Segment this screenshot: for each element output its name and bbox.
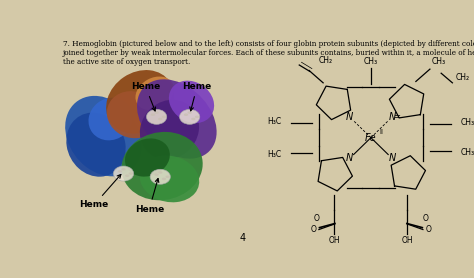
- Circle shape: [128, 172, 133, 175]
- Text: O: O: [313, 214, 319, 223]
- Ellipse shape: [137, 79, 217, 159]
- Text: N: N: [346, 153, 354, 163]
- Text: CH₂: CH₂: [319, 56, 333, 65]
- Ellipse shape: [140, 100, 199, 160]
- Circle shape: [191, 118, 196, 120]
- Ellipse shape: [150, 169, 170, 184]
- Text: 4: 4: [240, 233, 246, 243]
- Text: OH: OH: [328, 236, 340, 245]
- Circle shape: [155, 111, 159, 114]
- Ellipse shape: [146, 109, 167, 124]
- Ellipse shape: [106, 70, 174, 134]
- Text: Heme: Heme: [182, 82, 211, 111]
- Text: OH: OH: [401, 236, 413, 245]
- Circle shape: [158, 171, 163, 174]
- Text: N: N: [388, 112, 396, 122]
- Ellipse shape: [107, 91, 159, 138]
- Text: O: O: [426, 225, 431, 234]
- Ellipse shape: [125, 138, 170, 177]
- Text: N: N: [346, 112, 354, 122]
- Circle shape: [118, 170, 122, 173]
- Ellipse shape: [136, 76, 174, 110]
- Ellipse shape: [113, 166, 134, 181]
- Ellipse shape: [89, 98, 133, 140]
- Text: CH₃: CH₃: [461, 148, 474, 157]
- Circle shape: [121, 168, 126, 171]
- Text: CH₃: CH₃: [364, 57, 378, 66]
- Circle shape: [151, 113, 155, 116]
- Text: CH₃: CH₃: [431, 57, 446, 66]
- Text: H₃C: H₃C: [267, 150, 281, 159]
- Circle shape: [187, 111, 192, 114]
- Text: Heme: Heme: [131, 82, 160, 111]
- Text: 7. Hemoglobin (pictured below and to the left) consists of four globin protein s: 7. Hemoglobin (pictured below and to the…: [63, 40, 474, 66]
- Circle shape: [155, 173, 159, 176]
- Text: Fe: Fe: [365, 133, 377, 143]
- Ellipse shape: [121, 132, 203, 200]
- Ellipse shape: [169, 81, 214, 123]
- Circle shape: [125, 174, 129, 177]
- Text: =: =: [393, 112, 400, 121]
- Text: Heme: Heme: [135, 178, 164, 214]
- Text: N: N: [388, 153, 396, 163]
- Text: CH₂: CH₂: [455, 73, 469, 82]
- Ellipse shape: [65, 96, 141, 176]
- Circle shape: [184, 113, 188, 116]
- Circle shape: [158, 118, 163, 120]
- Circle shape: [195, 116, 199, 118]
- Text: H₃C: H₃C: [267, 117, 281, 126]
- Circle shape: [162, 178, 166, 180]
- Text: O: O: [423, 214, 428, 223]
- Text: CH₃: CH₃: [461, 118, 474, 127]
- Text: O: O: [310, 225, 316, 234]
- Ellipse shape: [66, 113, 126, 177]
- Ellipse shape: [140, 156, 199, 202]
- Ellipse shape: [180, 109, 200, 124]
- Text: Heme: Heme: [80, 175, 121, 209]
- Circle shape: [165, 175, 170, 178]
- Circle shape: [162, 116, 166, 118]
- Text: II: II: [380, 129, 383, 135]
